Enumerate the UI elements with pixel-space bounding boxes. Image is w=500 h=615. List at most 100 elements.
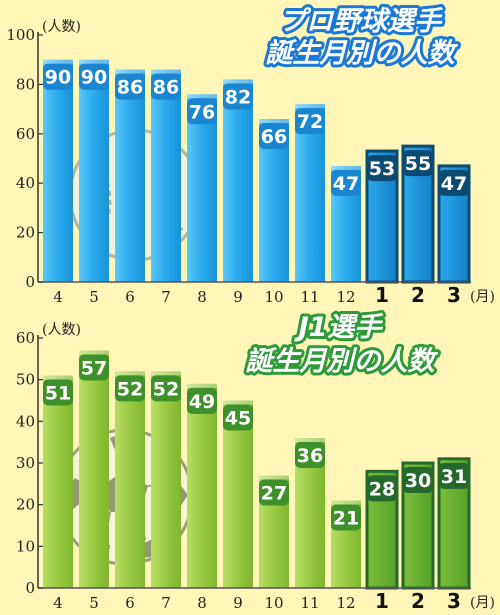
x-tick-label-6: 6 [125,594,135,612]
bar-8 [187,94,217,282]
value-badge [295,442,325,468]
x-tick-label-7: 7 [161,594,171,612]
x-tick-label-3: 3 [447,589,461,613]
value-badge [367,155,397,182]
data-label-8: 49 [189,391,215,413]
data-label-6: 86 [117,77,143,99]
data-label-5: 57 [81,358,107,380]
data-label-8: 76 [189,101,215,123]
data-label-3: 47 [441,173,467,195]
value-badge [43,379,73,406]
y-tick-label: 10 [16,537,35,555]
bar-9 [223,79,253,283]
x-tick-label-2: 2 [411,589,425,613]
data-label-7: 52 [153,378,179,400]
x-tick-label-2: 2 [411,283,425,307]
value-badge [43,63,73,90]
value-badge [223,83,253,110]
value-badge [403,150,433,177]
data-label-12: 21 [333,508,359,530]
x-tick-label-4: 4 [53,288,63,306]
value-badge [403,467,433,493]
value-badge [151,73,181,100]
chart-title-line-1: J1選手 [294,312,385,343]
value-badge [439,169,469,196]
y-tick-label: 50 [16,371,35,389]
x-axis-unit: (月) [470,289,495,305]
bar-5 [79,350,109,588]
bar-9 [223,400,253,588]
value-badge [223,404,253,431]
data-label-9: 82 [225,86,251,108]
value-badge [295,108,325,135]
value-badge [259,479,289,506]
bar-8 [187,383,217,588]
value-badge [439,462,469,489]
x-tick-label-6: 6 [125,288,135,306]
chart-title-line-2: 誕生月別の人数 [266,38,459,69]
x-tick-label-4: 4 [53,594,63,612]
data-label-11: 36 [297,445,323,467]
chart-title-line-1: プロ野球選手 [279,6,444,37]
value-badge [367,475,397,502]
bar-4 [43,59,73,283]
data-label-11: 72 [297,111,323,133]
x-tick-label-10: 10 [264,594,283,612]
x-tick-label-1: 1 [375,283,389,307]
bar-5 [79,59,109,283]
data-label-4: 90 [45,67,71,89]
bar-6 [115,69,145,282]
y-tick-label: 100 [6,26,35,44]
x-tick-label-5: 5 [89,594,99,612]
x-tick-label-11: 11 [300,288,319,306]
y-tick-label: 60 [16,125,35,143]
x-tick-label-9: 9 [233,288,243,306]
data-label-10: 27 [261,483,287,505]
value-badge [79,354,109,381]
data-label-2: 55 [405,153,431,175]
x-tick-label-5: 5 [89,288,99,306]
data-label-9: 45 [225,408,251,430]
data-label-2: 30 [405,470,431,492]
value-badge [331,169,361,196]
y-tick-label: 0 [25,273,35,291]
bar-7 [151,69,181,282]
x-tick-label-10: 10 [264,288,283,306]
value-badge [79,63,109,90]
x-tick-label-9: 9 [233,594,243,612]
chart-title-line-2: 誕生月別の人数 [246,346,439,377]
x-tick-label-8: 8 [197,594,207,612]
data-label-5: 90 [81,67,107,89]
value-badge [187,98,217,125]
x-axis-unit: (月) [470,595,495,611]
value-badge [151,375,181,402]
y-tick-label: 20 [16,496,35,514]
data-label-7: 86 [153,77,179,99]
y-axis-label: (人数) [42,19,81,35]
bar-4 [43,375,73,588]
data-label-10: 66 [261,126,287,148]
y-tick-label: 20 [16,224,35,242]
bar-7 [151,371,181,588]
x-tick-label-8: 8 [197,288,207,306]
y-tick-label: 60 [16,329,35,347]
x-tick-label-12: 12 [336,288,355,306]
bar-6 [115,371,145,588]
x-tick-label-3: 3 [447,283,461,307]
x-tick-label-1: 1 [375,589,389,613]
y-axis-label: (人数) [42,322,81,338]
data-label-4: 51 [45,383,71,405]
y-tick-label: 0 [25,579,35,597]
y-tick-label: 40 [16,412,35,430]
value-badge [187,387,217,414]
value-badge [331,504,361,531]
y-tick-label: 30 [16,454,35,472]
data-label-3: 31 [441,466,467,488]
x-tick-label-7: 7 [161,288,171,306]
value-badge [115,375,145,402]
value-badge [259,122,289,149]
value-badge [115,73,145,100]
